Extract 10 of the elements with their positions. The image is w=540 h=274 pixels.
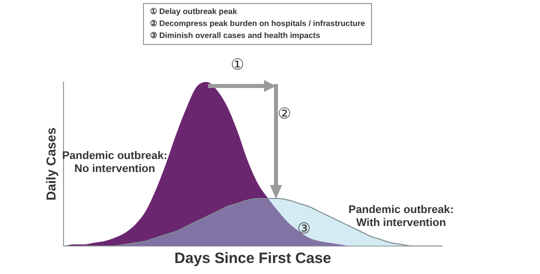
series-label: Pandemic outbreak: With intervention — [348, 204, 454, 229]
text: ② Decompress peak burden on hospitals / infrastructure — [150, 18, 366, 30]
text: ① — [230, 55, 244, 74]
annotation: ② — [278, 104, 292, 123]
text: ① Delay outbreak peak — [150, 6, 238, 18]
annotation: ③ — [297, 219, 311, 238]
series-label: Pandemic outbreak: No intervention — [62, 150, 168, 175]
y-axis-title: Daily Cases — [43, 128, 58, 200]
x-axis-title: Days Since First Case — [174, 250, 332, 268]
text: ③ Diminish overall cases and health impacts — [150, 30, 322, 42]
